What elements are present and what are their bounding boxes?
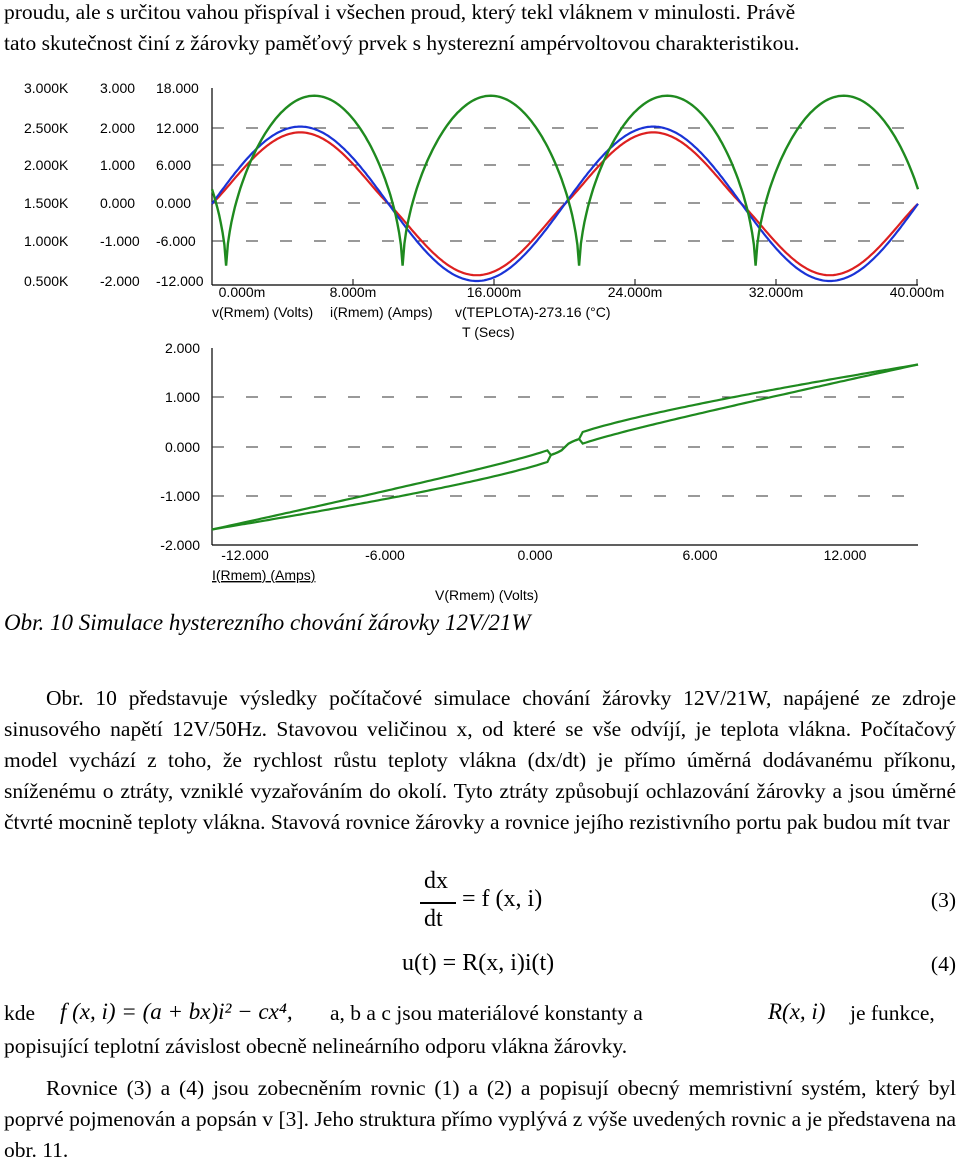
legend-current: i(Rmem) (Amps) — [330, 304, 433, 320]
bottom-y-ticks: 2.000 1.000 0.000 -1.000 -2.000 — [160, 340, 200, 553]
top-x-label: T (Secs) — [462, 324, 515, 340]
legend-voltage: v(Rmem) (Volts) — [212, 304, 313, 320]
top-x-tick-label: 0.000m — [219, 284, 266, 300]
eq3-denominator: dt — [424, 906, 443, 932]
bottom-y-tick: 1.000 — [165, 389, 200, 405]
bottom-x-label: V(Rmem) (Volts) — [435, 587, 538, 603]
paragraph-2: Rovnice (3) a (4) jsou zobecněním rovnic… — [4, 1076, 956, 1162]
intro-line-2: tato skutečnost činí z žárovky paměťový … — [4, 31, 800, 55]
top-axis-3-tick: -12.000 — [156, 273, 204, 289]
bottom-x-ticks: -12.000 -6.000 0.000 6.000 12.000 — [221, 547, 866, 563]
top-x-tick-label: 32.000m — [749, 284, 803, 300]
bottom-chart-grid — [211, 348, 918, 546]
top-axis-3-tick: -6.000 — [156, 233, 196, 249]
eq3-fraction-bar — [420, 902, 456, 904]
top-axis-2-tick: 1.000 — [100, 157, 135, 173]
top-axis-1-ticks: 3.000K 2.500K 2.000K 1.500K 1.000K 0.500K — [24, 80, 69, 289]
top-axis-2-tick: -1.000 — [100, 233, 140, 249]
top-axis-2-tick: 3.000 — [100, 80, 135, 96]
kde-formula-2: R(x, i) — [768, 999, 826, 1024]
top-x-tick-label: 16.000m — [467, 284, 521, 300]
top-axis-3-tick: 18.000 — [156, 80, 199, 96]
figure-caption: Obr. 10 Simulace hysterezního chování žá… — [4, 610, 531, 635]
top-axis-2-ticks: 3.000 2.000 1.000 0.000 -1.000 -2.000 — [100, 80, 140, 289]
legend-temperature: v(TEPLOTA)-273.16 (°C) — [455, 304, 610, 320]
bottom-x-tick-label: -6.000 — [365, 547, 405, 563]
top-axis-1-tick: 1.500K — [24, 195, 69, 211]
kde-word: kde — [4, 1001, 36, 1025]
top-axis-2-tick: -2.000 — [100, 273, 140, 289]
figure: 3.000K 2.500K 2.000K 1.500K 1.000K 0.500K 3.0… — [24, 80, 945, 603]
paragraph-1: Obr. 10 představuje výsledky počítačové … — [4, 686, 956, 834]
top-x-tick-label: 40.000m — [890, 284, 944, 300]
bottom-x-tick-label: 6.000 — [682, 547, 717, 563]
top-x-tick-label: 24.000m — [608, 284, 662, 300]
bottom-y-label: I(Rmem) (Amps) — [212, 567, 315, 583]
kde-formula: f (x, i) = (a + bx)i² − cx⁴, — [60, 999, 293, 1024]
bottom-y-tick: -2.000 — [160, 537, 200, 553]
intro-line-1: proudu, ale s určitou vahou přispíval i … — [4, 0, 796, 24]
eq3-number: (3) — [930, 888, 956, 912]
eq3-rhs: = f (x, i) — [462, 886, 543, 912]
top-chart-grid — [211, 88, 918, 286]
bottom-x-tick-label: -12.000 — [221, 547, 269, 563]
kde-end: je funkce, — [850, 1001, 935, 1025]
bottom-chart-curves — [211, 363, 919, 531]
bottom-y-tick: 2.000 — [165, 340, 200, 356]
top-axis-1-tick: 2.500K — [24, 120, 69, 136]
top-axis-1-tick: 1.000K — [24, 233, 69, 249]
top-axis-1-tick: 0.500K — [24, 273, 69, 289]
eq4-number: (4) — [930, 952, 956, 976]
top-axis-3-tick: 6.000 — [156, 157, 191, 173]
bottom-y-tick: -1.000 — [160, 488, 200, 504]
top-x-tick-label: 8.000m — [330, 284, 377, 300]
top-chart-curves — [210, 94, 920, 283]
bottom-x-tick-label: 12.000 — [824, 547, 867, 563]
eq3-numerator: dx — [424, 868, 448, 894]
bottom-x-tick-label: 0.000 — [517, 547, 552, 563]
hysteresis-branch-down — [211, 363, 919, 531]
top-axis-1-tick: 3.000K — [24, 80, 69, 96]
voltage-curve — [211, 125, 919, 283]
top-axis-2-tick: 2.000 — [100, 120, 135, 136]
top-x-ticks: 0.000m 8.000m 16.000m 24.000m 32.000m 40.000m — [219, 284, 945, 300]
top-axis-2-tick: 0.000 — [100, 195, 135, 211]
top-axis-3-ticks: 18.000 12.000 6.000 0.000 -6.000 -12.000 — [156, 80, 204, 289]
temperature-curve — [210, 94, 920, 266]
top-axis-3-tick: 12.000 — [156, 120, 199, 136]
kde-line-2: popisující teplotní závislost obecně nel… — [4, 1034, 628, 1058]
top-axis-1-tick: 2.000K — [24, 157, 69, 173]
eq4: u(t) = R(x, i)i(t) — [402, 950, 555, 976]
top-axis-3-tick: 0.000 — [156, 195, 191, 211]
kde-constants: a, b a c jsou materiálové konstanty a — [330, 1001, 643, 1025]
bottom-y-tick: 0.000 — [165, 439, 200, 455]
